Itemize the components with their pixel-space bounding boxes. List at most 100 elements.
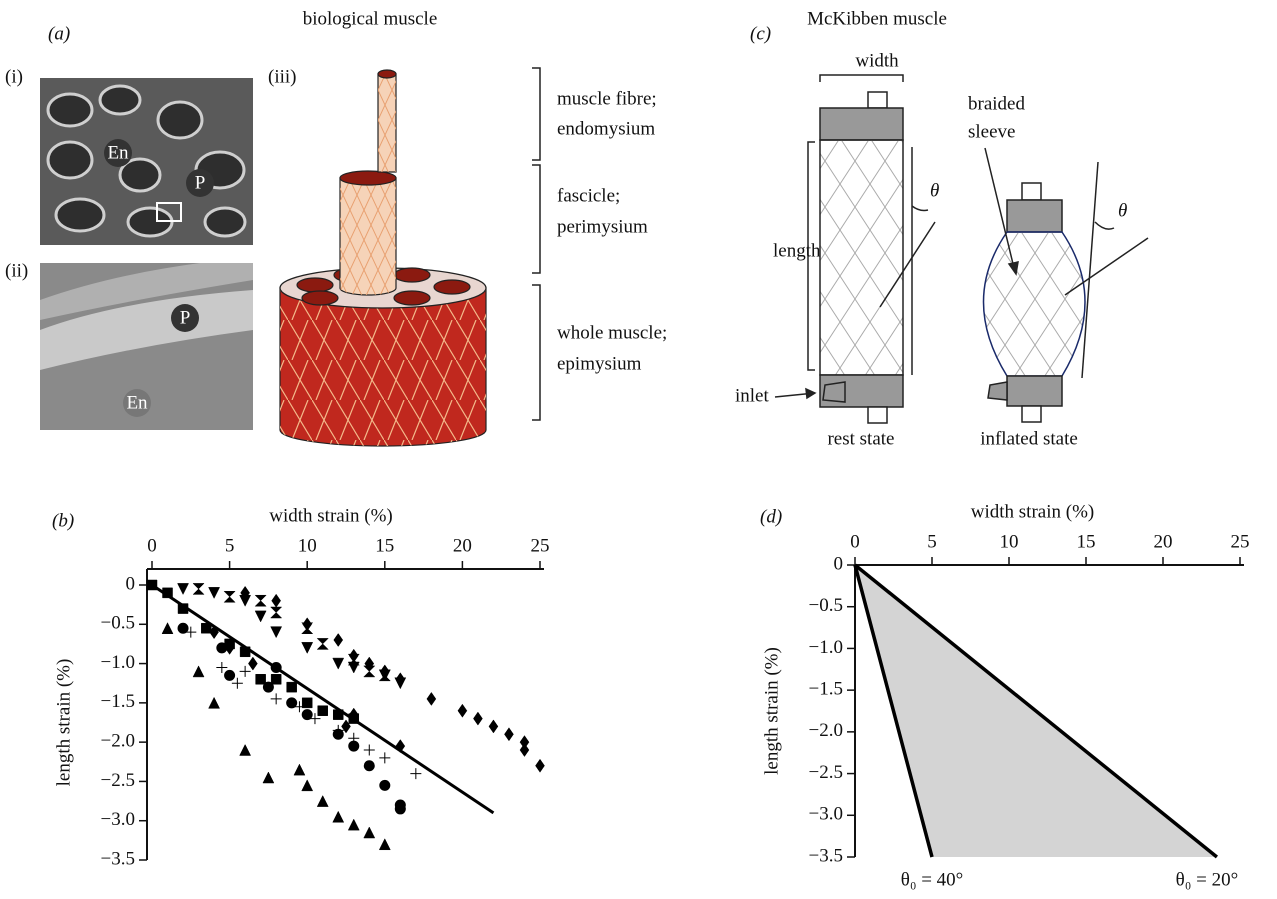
- panel-label: (d): [760, 506, 782, 527]
- angle-arc: [1094, 221, 1115, 230]
- level-text: muscle fibre;: [557, 88, 657, 109]
- y-tick-label: −2.0: [809, 720, 843, 741]
- label-disc: [123, 389, 151, 417]
- data-point: [192, 665, 205, 678]
- data-point: [270, 674, 282, 685]
- level-text: fascicle;: [557, 185, 620, 206]
- data-point: [379, 752, 391, 764]
- data-point: [208, 696, 220, 709]
- width-label: width: [855, 50, 899, 71]
- data-point: [332, 657, 345, 670]
- data-point: [254, 594, 267, 607]
- data-point: [379, 779, 391, 791]
- x-tick-label: 10: [1000, 531, 1019, 552]
- data-point: [364, 656, 375, 671]
- data-point: [301, 709, 313, 721]
- data-point: [270, 693, 282, 705]
- data-point: [271, 593, 281, 608]
- data-point: [473, 711, 483, 726]
- data-point: [270, 626, 283, 639]
- part-label: (iii): [268, 66, 297, 87]
- bracket: [807, 141, 815, 371]
- y-tick-label: −3.0: [101, 809, 135, 830]
- x-tick-label: 15: [1077, 531, 1096, 552]
- x-tick-label: 15: [375, 535, 394, 556]
- x-tick-label: 10: [298, 535, 317, 556]
- data-point: [332, 724, 344, 736]
- theta-label: θ: [1118, 200, 1127, 221]
- arrow: [984, 147, 1015, 269]
- data-point: [161, 622, 174, 634]
- y-tick-label: −3.5: [809, 845, 843, 866]
- state-label: inflated state: [980, 428, 1078, 449]
- data-point: [410, 768, 422, 780]
- x-axis-title: width strain (%): [269, 505, 392, 526]
- data-point: [316, 795, 329, 807]
- x-tick-label: 0: [147, 535, 157, 556]
- label-disc: [104, 139, 132, 167]
- data-point: [395, 672, 406, 687]
- data-point: [239, 743, 252, 756]
- level-text: whole muscle;: [557, 322, 667, 343]
- data-point: [301, 697, 313, 709]
- y-axis-title: length strain (%): [761, 647, 782, 775]
- fibre-line: [1064, 237, 1149, 296]
- y-tick-label: −1.5: [101, 691, 135, 712]
- data-point: [223, 591, 236, 603]
- sleeve-label: sleeve: [968, 121, 1015, 142]
- data-point: [293, 763, 306, 776]
- image-label: En: [107, 142, 129, 163]
- theta-label: θ: [930, 180, 939, 201]
- panel-c: (c) McKibben muscle width length θ inlet…: [735, 8, 1149, 449]
- x-tick-label: 5: [927, 531, 937, 552]
- nub: [1021, 405, 1042, 423]
- label-disc: [186, 169, 214, 197]
- panel-a: (a) biological muscle (i) (ii) (iii) En …: [5, 8, 667, 447]
- data-point: [192, 583, 205, 595]
- x-tick-label: 20: [1154, 531, 1173, 552]
- data-point: [378, 838, 391, 851]
- data-point: [363, 760, 375, 772]
- inlet: [822, 381, 846, 403]
- nub: [867, 91, 888, 109]
- data-point: [293, 701, 305, 713]
- data-point: [255, 674, 266, 685]
- cap: [1006, 375, 1063, 407]
- boundary-line: [853, 564, 934, 858]
- y-tick-label: −0.5: [809, 595, 843, 616]
- x-tick-label: 25: [1231, 531, 1250, 552]
- data-point: [363, 826, 376, 839]
- panel-label: (b): [52, 510, 74, 531]
- data-point: [177, 583, 189, 595]
- angle-arc: [911, 205, 929, 212]
- data-point: [208, 587, 220, 599]
- level-text: endomysium: [557, 118, 655, 139]
- data-point: [286, 681, 297, 693]
- image-label: P: [180, 307, 191, 328]
- data-point: [348, 648, 359, 663]
- data-point: [286, 697, 298, 709]
- micrograph-texture: [40, 263, 253, 320]
- data-point: [504, 727, 514, 742]
- line-label: θ₀ = 40°: [901, 869, 964, 890]
- image-label: En: [126, 392, 148, 413]
- panel-label: (c): [750, 23, 771, 44]
- data-point: [254, 610, 267, 623]
- y-tick-label: −1.0: [809, 637, 843, 658]
- data-point: [309, 713, 321, 725]
- y-tick-label: −3.0: [809, 804, 843, 825]
- data-point: [301, 779, 314, 792]
- y-tick-label: −3.5: [101, 848, 135, 869]
- part-label: (i): [5, 66, 23, 87]
- data-point: [348, 732, 360, 744]
- x-tick-label: 5: [225, 535, 235, 556]
- x-axis-title: width strain (%): [971, 501, 1094, 522]
- x-tick-label: 25: [531, 535, 550, 556]
- data-point: [363, 744, 375, 756]
- data-point: [262, 681, 274, 693]
- cap: [1006, 199, 1063, 233]
- y-tick-label: −2.0: [101, 731, 135, 752]
- muscle-drawing: [279, 69, 487, 447]
- y-tick-label: −0.5: [101, 613, 135, 634]
- data-point: [426, 691, 437, 706]
